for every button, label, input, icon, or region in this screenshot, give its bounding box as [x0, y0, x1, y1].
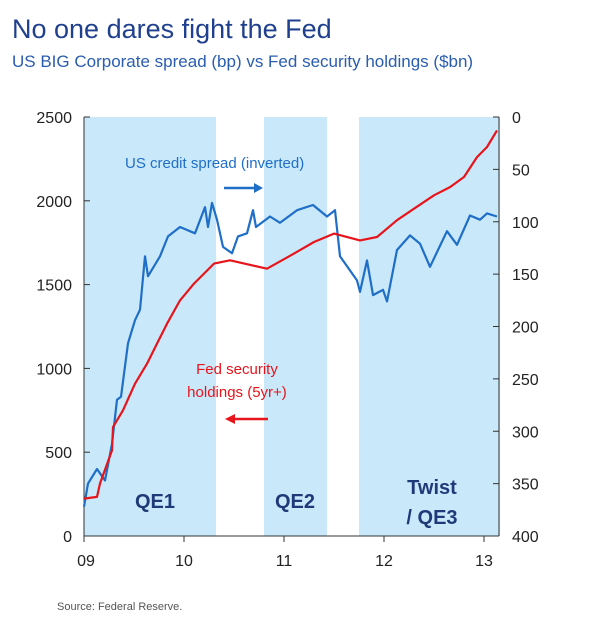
spread-line	[82, 201, 498, 507]
chart-subtitle: US BIG Corporate spread (bp) vs Fed secu…	[12, 52, 474, 71]
y-right-tick-label: 50	[512, 162, 530, 179]
y-left-tick-label: 2500	[36, 110, 72, 127]
x-tick-label: 13	[475, 553, 493, 570]
period-label-qe1: QE1	[135, 491, 175, 513]
y-left-tick-label: 1000	[36, 361, 72, 378]
y-right-tick-label: 200	[512, 320, 539, 337]
spread-arrowhead-icon	[254, 183, 263, 193]
y-right-tick-label: 300	[512, 424, 539, 441]
x-tick-label: 12	[375, 553, 393, 570]
period-label-twist-qe3: Twist	[407, 477, 457, 499]
y-left-tick-label: 0	[63, 529, 72, 546]
y-right-tick-label: 100	[512, 215, 539, 232]
y-left-tick-label: 1500	[36, 278, 72, 295]
y-right-tick-label: 350	[512, 477, 539, 494]
shaded-period-2	[359, 117, 500, 536]
spread-annotation: US credit spread (inverted)	[125, 155, 304, 172]
y-right-tick-label: 400	[512, 529, 539, 546]
x-tick-label: 10	[175, 553, 193, 570]
x-tick-label: 09	[77, 553, 95, 570]
source-note: Source: Federal Reserve.	[57, 601, 183, 613]
fed-holdings-annotation: Fed security	[196, 361, 278, 378]
fed-arrowhead-icon	[225, 414, 235, 424]
x-tick-label: 11	[276, 553, 293, 570]
fed-holdings-line	[83, 129, 498, 500]
y-left-tick-label: 2000	[36, 194, 72, 211]
y-right-tick-label: 0	[512, 110, 521, 127]
y-right-tick-label: 150	[512, 267, 539, 284]
shaded-period-1	[264, 117, 327, 536]
chart-title: No one dares fight the Fed	[12, 14, 332, 44]
period-label-qe2: QE2	[275, 491, 315, 513]
fed-holdings-annotation: holdings (5yr+)	[187, 384, 287, 401]
y-right-tick-label: 250	[512, 372, 539, 389]
y-left-tick-label: 500	[45, 445, 72, 462]
period-label-twist-qe3: / QE3	[406, 507, 457, 529]
